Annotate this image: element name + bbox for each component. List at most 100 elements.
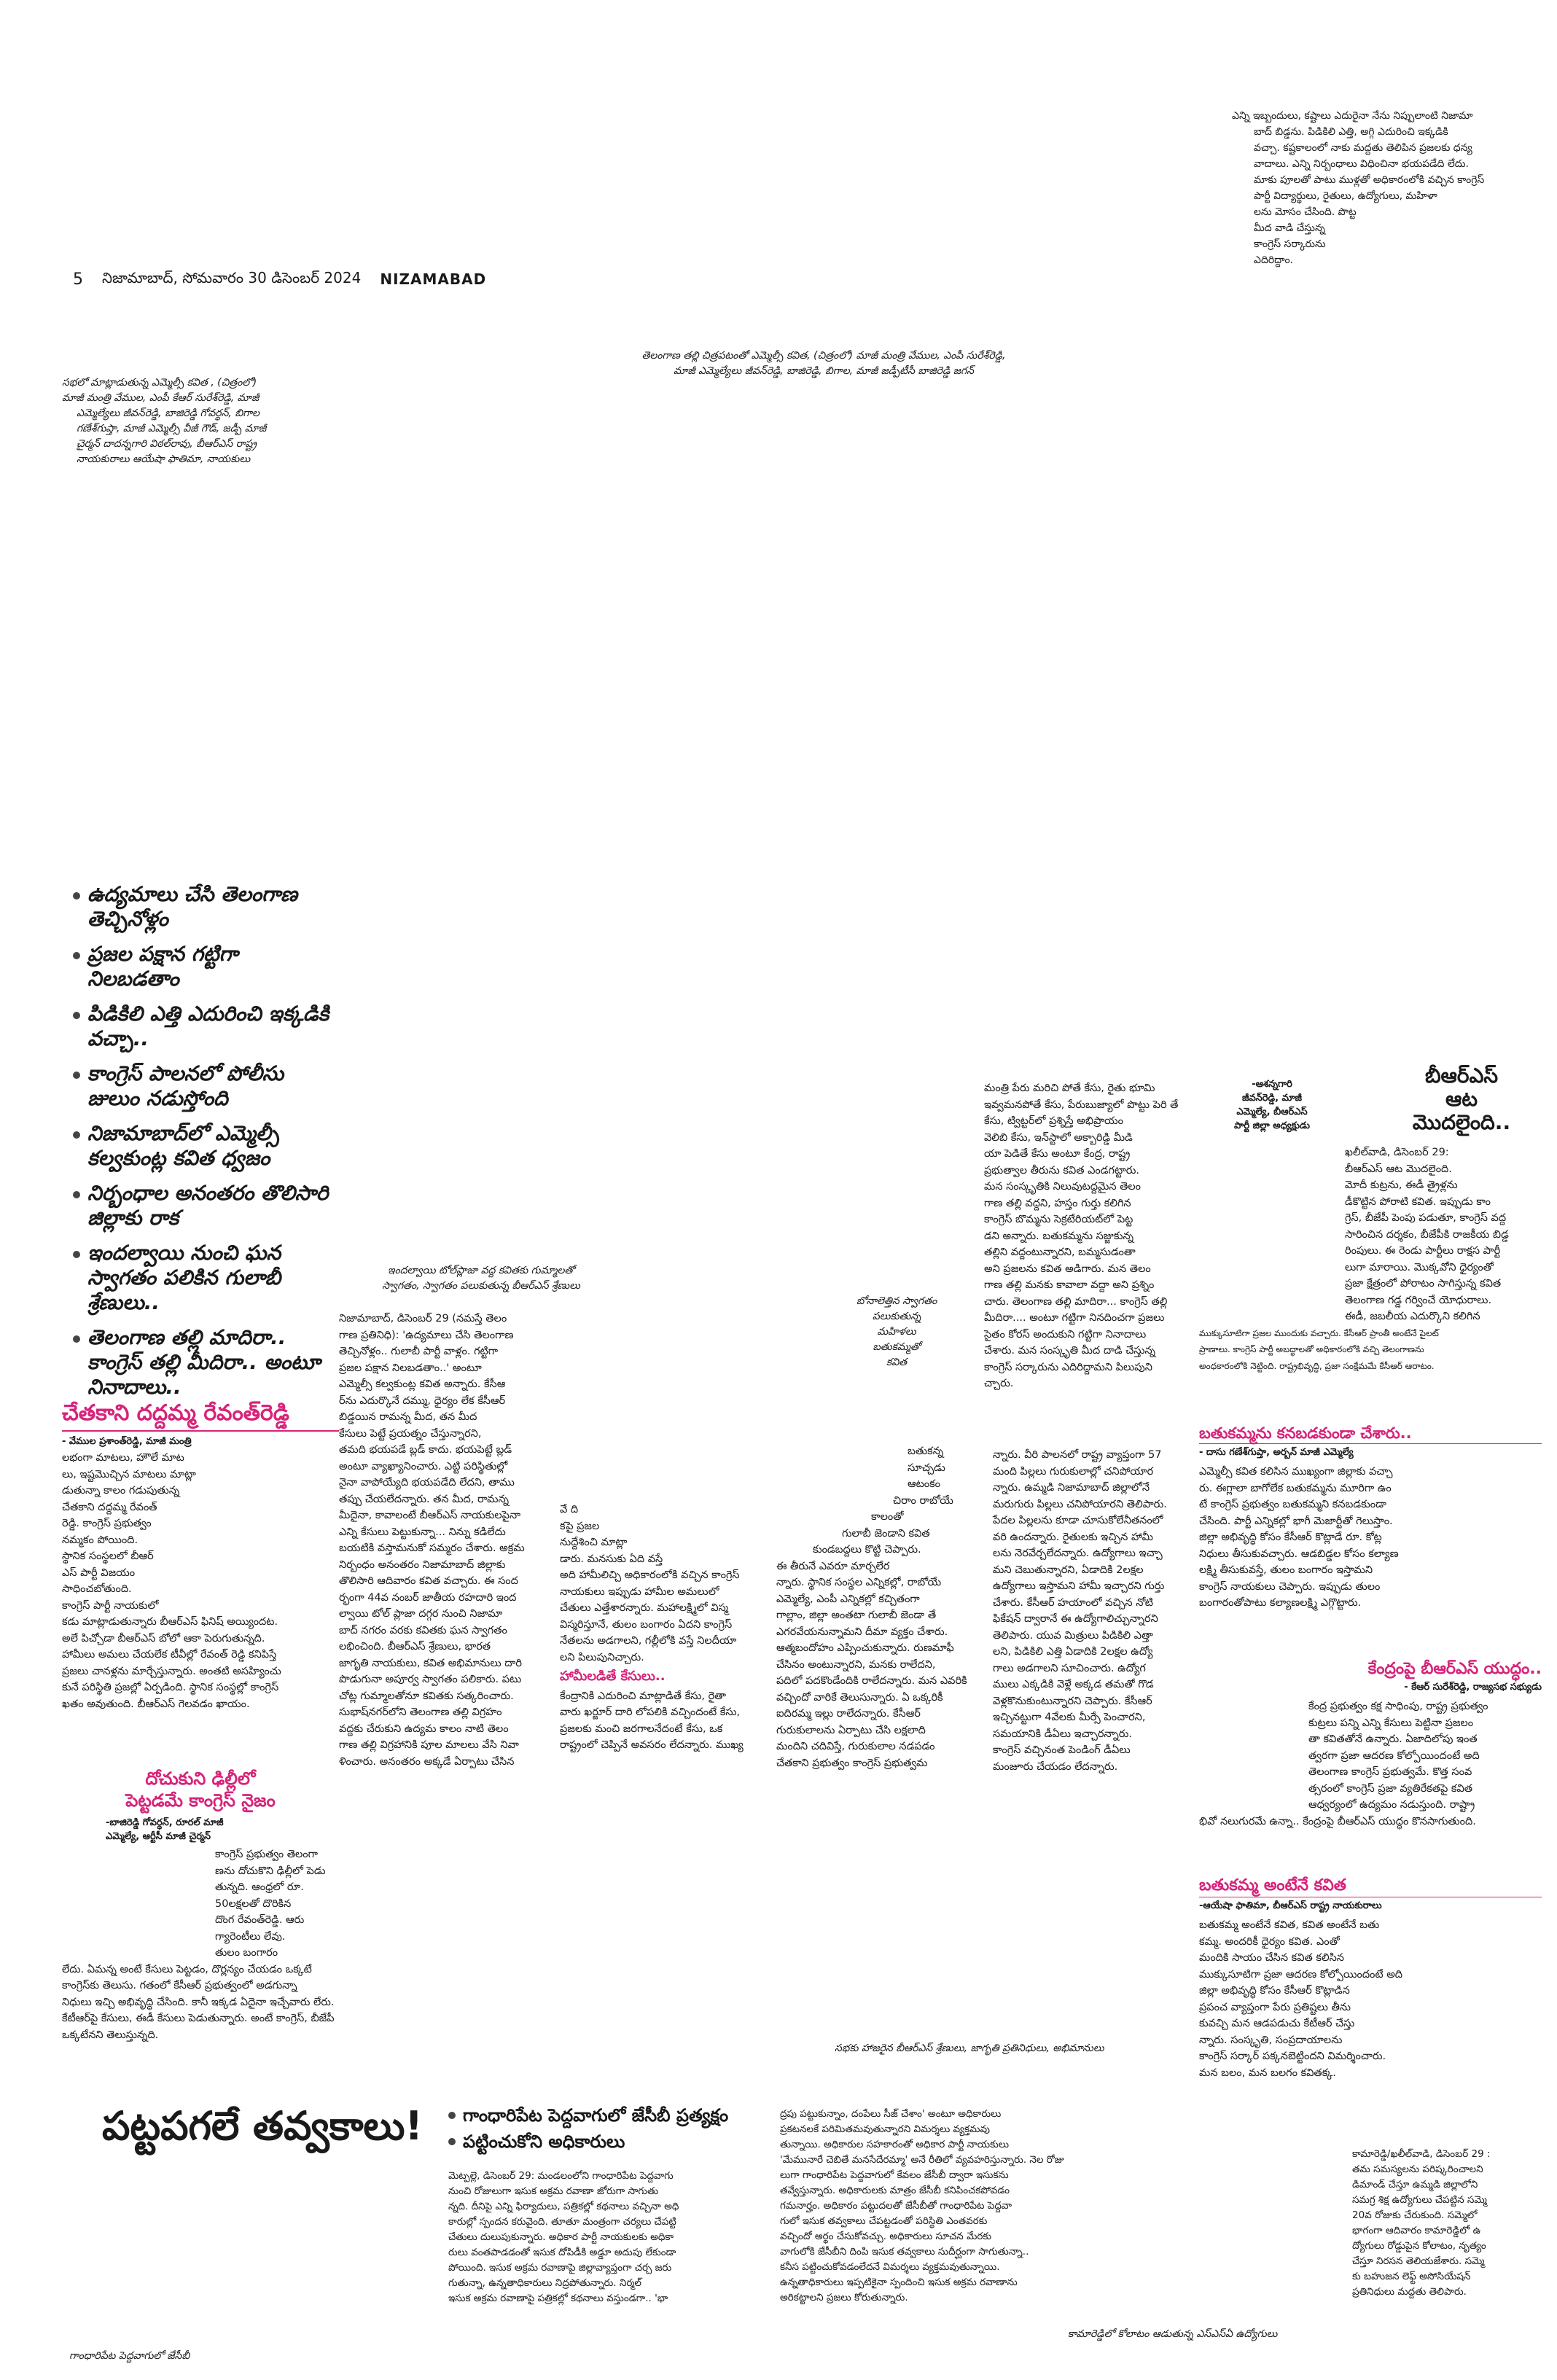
quote-line: ఎదిరిద్దాం.: [1254, 254, 1294, 266]
story-byline: -ఆయేషా ఫాతిమా, బీఆర్ఎస్ రాష్ట్ర నాయకురాల…: [1199, 1897, 1542, 1913]
body-line: చేశారు. కేసీఆర్ హయాంలో వచ్చిన నోటి: [993, 1596, 1153, 1609]
story-body: బతుకమ్మ అంటేనే కవిత, కవిత అంటేనే బతు కమ్…: [1199, 1917, 1542, 2081]
body-line: అంటూ వ్యాఖ్యానించారు. ఎట్టి పరిస్థితుల్ల…: [339, 1460, 508, 1472]
quote-line: పార్టీ విద్యార్థులు, రైతులు, ఉద్యోగులు, …: [1254, 190, 1437, 202]
body-line: తమ సమస్యలను పరిష్కరించాలని: [1352, 2164, 1483, 2175]
body-line: దొంగ రేవంత్‌రెడ్డి. ఆరు: [215, 1914, 305, 1926]
body-line: కునే పరిస్థితి ప్రజల్లో ఏర్పడింది. స్థాన…: [62, 1682, 279, 1693]
body-line: కేటీఆర్‌పై కేసులు, ఈడీ కేసులు పెడుతున్నా…: [62, 2013, 335, 2024]
main-story-col1: నిజామాబాద్, డిసెంబర్ 29 (నమస్తే తెలం గాణ…: [339, 1311, 558, 1770]
body-line: జాగృతి నాయకులు, కవిత అభిమానులు దారి: [339, 1657, 522, 1669]
caption-line: మాజీ ఎమ్మెల్యేలు జీవన్‌రెడ్డి, బాజిరెడ్డ…: [674, 365, 974, 377]
body-line: ప్రభుత్వాల తీరును కవిత ఎండగట్టారు.: [984, 1164, 1140, 1177]
body-line: హామీలు అమలు చేయలేక టీవీల్లో రేవంత్ రెడ్డ…: [62, 1649, 277, 1661]
caption-line: సభలో మాట్లాడుతున్న ఎమ్మెల్సీ కవిత , (చిత…: [62, 377, 257, 389]
body-line: తున్నది. ఆంధ్రలో రూ.: [215, 1881, 304, 1893]
body-line: ఎన్ని కేసులు పెట్టుకున్నా... నిన్ను కడిల…: [339, 1526, 506, 1538]
body-line: ముక్కుసూటిగా ప్రజల ముందుకు వచ్చారు. కేసీ…: [1199, 1327, 1439, 1338]
body-line: భాగంగా ఆదివారం కామారెడ్డిలో ఉ: [1352, 2225, 1481, 2236]
body-line: గాణ ప్రతినిధి): 'ఉద్యమాలు చేసి తెలంగాణ: [339, 1329, 514, 1341]
highlight-text: ఉద్యమాలు చేసి తెలంగాణ తెచ్చినోళ్లం: [87, 882, 298, 931]
subhead-item: గాంధారిపేట పెద్దవాగులో జేసీబీ ప్రత్యక్షం: [448, 2103, 813, 2128]
body-line: పదిలో పదకొండేందికి రాలేదన్నారు. మన ఎవరిక…: [776, 1675, 967, 1687]
body-line: చేస్తూ నిరసన తెలియజేశారు. సమ్మె: [1352, 2255, 1485, 2267]
body-line: గ్రెస్, బీజేపీ పెంపు పడుతూ, కాంగ్రెస్ వద…: [1345, 1212, 1507, 1224]
highlight-item: ఉద్యమాలు చేసి తెలంగాణ తెచ్చినోళ్లం: [73, 882, 335, 932]
body-line: ఎమ్మెల్సీ కల్వకుంట్ల కవిత అన్నారు. కేసీఆ: [339, 1378, 506, 1390]
body-line: గాణ తల్లి వద్దని, హస్తం గుర్తు కలిగిన: [984, 1197, 1131, 1209]
body-line: ప్రపంచ వ్యాప్తంగా పేరు ప్రతిష్టలు తీను: [1199, 2001, 1351, 2013]
body-line: నిజామాబాద్, డిసెంబర్ 29 (నమస్తే తెలం: [339, 1313, 507, 1324]
section-name: NIZAMABAD: [380, 270, 487, 288]
body-line: తెలంగాణ గడ్డ గర్వించే యోధురాలు.: [1345, 1294, 1492, 1306]
body-line: చారు. తెలంగాణ తల్లి మాదిరా... కాంగ్రెస్ …: [984, 1295, 1168, 1308]
body-line: సాధించబోతుంది.: [62, 1583, 132, 1595]
body-line: గులో ఇసుక తవ్వకాలు చేపట్టడంతో పరిస్థితి …: [780, 2215, 988, 2227]
body-line: ప్రకటనలకే పరిమితమవుతున్నారని విమర్శలు వ్…: [780, 2123, 990, 2135]
body-line: సమయానికి డీఏలు ఇచ్చారన్నారు.: [993, 1728, 1133, 1740]
body-line: ఈ తీరునే ఎవరూ మార్చలేర: [776, 1560, 890, 1572]
body-line: అలే పిచ్చోడా బీఆర్ఎస్ బోలో ఆకా పెరుగుతున…: [62, 1632, 265, 1644]
story-headline: చేతకాని దద్దమ్మ రేవంత్‌రెడ్డి: [62, 1400, 339, 1432]
highlight-item: నిర్బంధాల అనంతరం తొలిసారి జిల్లాకు రాక: [73, 1181, 335, 1230]
caption-line: చైర్మన్ దాదన్నగారి విఠల్‌రావు, బీఆర్ఎస్ …: [77, 438, 257, 450]
body-line: న్నారు. వీరి పాలనలో రాష్ట్ర వ్యాప్తంగా 5…: [993, 1449, 1162, 1461]
body-line: తెచ్చినోళ్లం.. గులాబీ పార్టీ వాళ్లం. గట్…: [339, 1346, 499, 1357]
photo-caption-middle: ఇందల్వాయి టోల్‌ప్లాజా వద్ద కవితకు గుమ్మా…: [343, 1263, 620, 1294]
body-line: తులం బంగారం: [215, 1947, 278, 1959]
body-line: ళించారు. అనంతరం అక్కడే ఏర్పాటు చేసిన: [339, 1755, 515, 1768]
body-line: లక్ష్మి తీసుకువస్తే, తులం బంగారం ఇస్తామన…: [1199, 1564, 1373, 1576]
caption-line: నాయకురాలు ఆయేషా ఫాతిమా, నాయకులు: [77, 453, 251, 465]
caption-line: కవిత: [886, 1357, 908, 1368]
bottom-big-headline: పట్టపగలే తవ్వకాలు!: [102, 2103, 424, 2149]
body-line: బిడ్డయిన రామన్న మీద, తన మీద: [339, 1411, 477, 1423]
caption-line: మహిళలు: [877, 1326, 916, 1338]
highlight-item: పిడికిలి ఎత్తి ఎదురించి ఇక్కడికి వచ్చా..: [73, 1002, 335, 1051]
highlight-item: ఇందల్వాయి నుంచి ఘన స్వాగతం పలికిన గులాబీ…: [73, 1241, 335, 1315]
body-line: విస్మరిస్తూనే, తులం బంగారం ఏదని కాంగ్రెస…: [560, 1618, 733, 1631]
body-line: కపై ప్రజల: [560, 1520, 600, 1532]
body-line: ఎమ్మెల్సీ కవిత కలిసిన ముఖ్యంగా జిల్లాకు …: [1199, 1466, 1393, 1478]
highlight-text: నిజామాబాద్‌లో ఎమ్మెల్సీ కల్వకుంట్ల కవిత …: [87, 1121, 280, 1170]
body-line: కుండబద్దలు కొట్టి చెప్పారు.: [813, 1544, 921, 1556]
story-headline: బతుకమ్మ అంటేనే కవిత: [1199, 1876, 1346, 1895]
body-line: ఎస్ పార్టీ విజయం: [62, 1566, 136, 1579]
body-line: గ్యారెంటీలు లేవు.: [215, 1930, 286, 1943]
body-line: తల్లిని వద్దంటున్నారని, బమ్మసుడంతా: [984, 1246, 1136, 1258]
highlight-text: ఇందల్వాయి నుంచి ఘన స్వాగతం పలికిన గులాబీ…: [87, 1241, 281, 1314]
body-line: చోట్ల గుమ్మాలతోనూ కవితకు సత్కరించారు.: [339, 1690, 514, 1702]
body-line: కువచ్చి మన ఆడపడుచు కేటీఆర్ చేస్తు: [1199, 2018, 1355, 2029]
headline-line: పెట్టడమే కాంగ్రెస్ నైజం: [125, 1790, 276, 1811]
caption-line: పలుకుతున్న: [872, 1311, 921, 1322]
body-line: ఆటంకం: [908, 1478, 941, 1490]
body-line: లను నెరవేర్చలేదన్నారు. ఉద్యోగాలు ఇచ్చా: [993, 1548, 1163, 1559]
body-line: సమగ్ర శిక్ష ఉద్యోగులు చేపట్టిన సమ్మె: [1352, 2194, 1487, 2206]
body-line: రాష్ట్రంలో చెప్పినే అవసరం లేదన్నారు. ముఖ…: [560, 1739, 744, 1751]
quote-line: కాంగ్రెస్ సర్కారును: [1254, 238, 1326, 250]
body-line: ఒక్కటేనని తెలుస్తున్నది.: [62, 2029, 159, 2041]
story-headline: కేంద్రంపై బీఆర్ఎస్ యుద్ధం..: [1367, 1660, 1542, 1678]
body-line: బయటికి వస్తామనుకో సమ్మరం చేశారు. అక్రమ: [339, 1542, 525, 1554]
subhead-text: గాంధారిపేట పెద్దవాగులో జేసీబీ ప్రత్యక్షం: [463, 2105, 729, 2126]
body-line: కాంగ్రెస్ సర్కారును ఎదిరిద్దామని పిలుపున…: [984, 1361, 1152, 1373]
body-line: ఐదిరమ్మ ఇల్లు రాలేదన్నారు. కేసీఆర్: [776, 1708, 921, 1720]
quote-line: ఎన్ని ఇబ్బందులు, కష్టాలు ఎదురైనా నేను ని…: [1232, 110, 1473, 122]
body-line: మెట్పల్లె, డిసెంబర్ 29: మండలంలోని గాంధార…: [448, 2170, 674, 2182]
body-line: తమది భయపడే బ్లడ్ కాదు. భయపెట్టే బ్లడ్: [339, 1444, 512, 1456]
body-line: వచ్చిందో అర్థం చేసుకోవచ్చు. అధికారులు సూ…: [780, 2231, 992, 2242]
body-line: డీకొట్టిన పోరాటి కవిత. ఇప్పుడు కాం: [1345, 1195, 1491, 1208]
highlight-item: ప్రజల పక్షాన గట్టిగా నిలబడతాం: [73, 942, 335, 991]
main-story-col2: వే ది కపై ప్రజల నుద్దేశించి మాట్లా డారు.…: [560, 1502, 778, 1754]
bullet-icon: [73, 1251, 80, 1258]
body-line: కారుల్లో స్పందన కరువైంది. తూతూ మంత్రంగా …: [448, 2216, 676, 2228]
body-line: కాంగ్రెస్ పార్టీ నాయకులో: [62, 1599, 159, 1612]
body-line: నైనా వాపోయ్యేది భయపడేది లేదని, తాము: [339, 1477, 515, 1489]
body-line: గాణ తల్లి విగ్రహానికి పూల మాలలు వేసి నివ…: [339, 1739, 519, 1751]
body-line: చేసినం అంటున్నారని, మనకు రాలేదని,: [776, 1658, 936, 1671]
photo-caption-kolatam: కామారెడ్డిలో కోలాటం ఆడుతున్న ఎస్ఎస్‌ఏ ఉద…: [1068, 2328, 1278, 2340]
body-line: చేతకాని దద్దమ్మ రేవంత్: [62, 1501, 157, 1513]
body-line: కాంగ్రెస్ ప్రభుత్వం తెలంగా: [215, 1849, 318, 1860]
body-line: వెలిబి కేసు, ఇన్‌స్టాలో అక్బారిడ్డి మీడి: [984, 1131, 1133, 1144]
body-line: ణను దోచుకొని ఢిల్లీలో పెడు: [215, 1865, 326, 1877]
body-line: మంజూరు చేయడం లేదన్నారు.: [993, 1760, 1118, 1773]
